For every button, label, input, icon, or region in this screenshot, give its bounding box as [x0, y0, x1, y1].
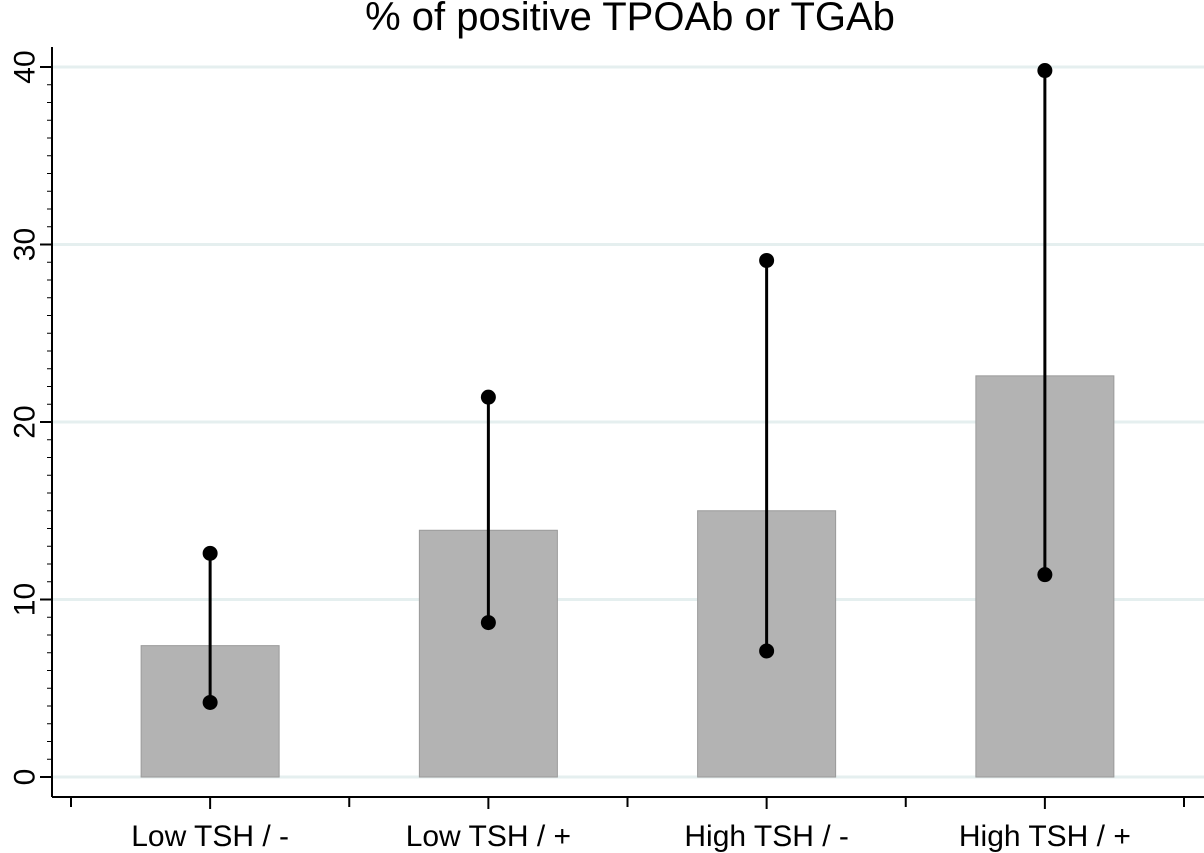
x-tick-label-1: Low TSH / - — [131, 820, 289, 853]
ci-upper-point-1 — [202, 545, 218, 561]
y-tick-label-30: 30 — [9, 228, 42, 261]
bar-2 — [418, 529, 558, 778]
ci-lower-point-2 — [480, 615, 496, 631]
x-axis: Low TSH / - Low TSH / + High TSH / - High T… — [52, 796, 1204, 853]
x-tick-label-3: High TSH / - — [684, 820, 849, 853]
bars — [140, 375, 1115, 778]
y-tick-label-0: 0 — [9, 769, 42, 786]
ci-upper-point-2 — [480, 389, 496, 405]
x-tick-label-4: High TSH / + — [959, 820, 1131, 853]
y-tick-label-10: 10 — [9, 583, 42, 616]
chart-title: % of positive TPOAb or TGAb — [365, 0, 895, 39]
error-bars — [202, 63, 1053, 710]
x-tick-label-2: Low TSH / + — [406, 820, 571, 853]
ci-upper-point-3 — [759, 252, 775, 268]
ci-upper-point-4 — [1037, 63, 1053, 79]
y-axis: 0 10 20 30 40 — [9, 47, 53, 797]
ci-lower-point-3 — [759, 643, 775, 659]
ci-lower-point-1 — [202, 694, 218, 710]
y-tick-label-40: 40 — [9, 50, 42, 83]
y-tick-label-20: 20 — [9, 405, 42, 438]
ci-lower-point-4 — [1037, 567, 1053, 583]
